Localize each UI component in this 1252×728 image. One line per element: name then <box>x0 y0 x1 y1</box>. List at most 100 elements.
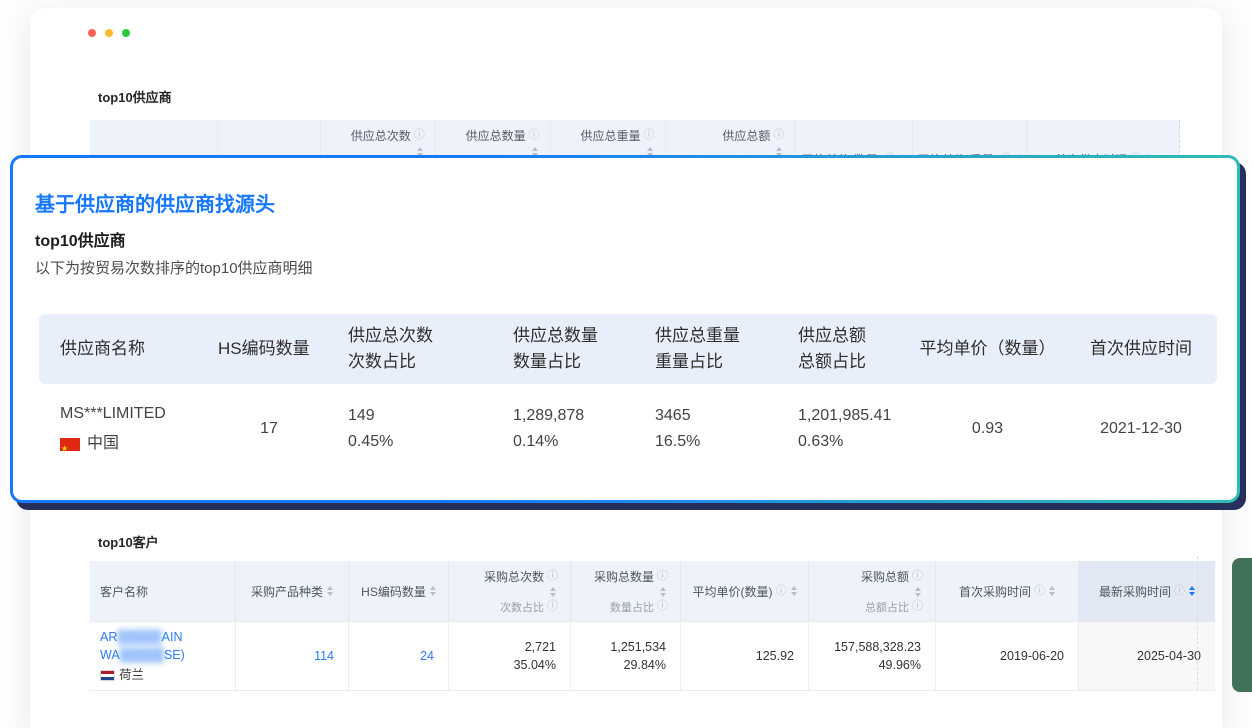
col-hs-code-count: HS编码数量 <box>218 339 310 358</box>
info-icon[interactable] <box>773 130 784 141</box>
name-text: WA <box>100 648 120 662</box>
customer-name-link[interactable]: AR█████AIN <box>100 628 183 646</box>
netherlands-flag-icon <box>100 669 115 681</box>
col-purchase-amount[interactable]: 采购总额 总额占比 <box>808 561 935 621</box>
sort-icon[interactable] <box>531 147 538 157</box>
col-first-purchase-date[interactable]: 首次采购时间 <box>935 561 1078 621</box>
product-types-link[interactable]: 114 <box>314 649 334 663</box>
percent: 35.04% <box>513 658 556 672</box>
value: 2,721 <box>524 640 556 654</box>
info-icon[interactable] <box>912 601 923 612</box>
info-icon[interactable] <box>776 586 787 597</box>
info-icon[interactable] <box>1174 586 1185 597</box>
sort-icon[interactable] <box>429 586 436 596</box>
sort-icon[interactable] <box>790 586 797 596</box>
column-sublabel: 数量占比 <box>610 601 654 614</box>
info-icon[interactable] <box>529 130 540 141</box>
column-label: HS编码数量 <box>361 584 426 599</box>
col-purchase-quantity[interactable]: 采购总数量 数量占比 <box>570 561 680 621</box>
sort-icon[interactable] <box>646 147 653 157</box>
sort-icon[interactable] <box>1049 586 1055 596</box>
column-label: 首次采购时间 <box>958 584 1031 599</box>
sort-icon[interactable] <box>776 147 783 157</box>
column-label: 供应总数量 <box>465 129 526 143</box>
cell-hs-code-count: 24 <box>348 622 448 690</box>
col-product-types[interactable]: 采购产品种类 <box>235 561 348 621</box>
cell-supply-weight: 3465 16.5% <box>655 407 701 450</box>
value: 125.92 <box>755 649 794 663</box>
info-icon[interactable] <box>657 571 668 582</box>
info-icon[interactable] <box>644 130 655 141</box>
info-icon[interactable] <box>547 571 558 582</box>
info-icon[interactable] <box>657 601 668 612</box>
col-supply-quantity: 供应总数量 数量占比 <box>513 326 598 371</box>
country-label: 荷兰 <box>119 668 145 682</box>
info-icon[interactable] <box>547 601 558 612</box>
cell-supply-amount: 1,201,985.41 0.63% <box>798 407 892 450</box>
sort-icon[interactable] <box>660 586 666 597</box>
supplier-name: MS***LIMITED <box>60 405 166 422</box>
callout-title: 基于供应商的供应商找源头 <box>35 194 275 216</box>
value: 2019-06-20 <box>1000 649 1064 663</box>
col-first-supply-date: 首次供应时间 <box>1090 339 1192 358</box>
cell-hs-code-count: 17 <box>260 420 278 437</box>
cell-product-types: 114 <box>235 622 348 690</box>
name-text: SE) <box>163 648 185 662</box>
window-controls <box>88 29 130 37</box>
cell-supplier-name: MS***LIMITED 中国 <box>39 401 203 462</box>
info-icon[interactable] <box>414 130 425 141</box>
callout-section-title: top10供应商 <box>35 233 126 250</box>
cell-avg-price-qty: 0.93 <box>971 420 1004 437</box>
col-avg-price-qty[interactable]: 平均单价(数量) <box>680 561 808 621</box>
column-label: 采购总次数 <box>483 569 544 584</box>
col-purchase-times[interactable]: 采购总次数 次数占比 <box>448 561 570 621</box>
sort-icon-active[interactable] <box>1189 586 1195 596</box>
column-label: 最新采购时间 <box>1098 584 1171 599</box>
customer-table-row: AR█████AIN WA█████SE) 荷兰 114 24 2,721 35… <box>90 621 1215 691</box>
cell-purchase-quantity: 1,251,534 29.84% <box>570 622 680 690</box>
callout-description: 以下为按贸易次数排序的top10供应商明细 <box>35 260 313 277</box>
supplier-country: 中国 <box>60 431 203 462</box>
value: 157,588,328.23 <box>834 640 921 654</box>
maximize-window-icon[interactable] <box>122 29 130 37</box>
minimize-window-icon[interactable] <box>105 29 113 37</box>
cell-supply-quantity: 1,289,878 0.14% <box>513 407 585 450</box>
masked-text: █████ <box>117 630 162 644</box>
cell-avg-price-qty: 125.92 <box>680 622 808 690</box>
callout-table-header: 供应商名称 HS编码数量 供应总次数 次数占比 供应总数量 数量占比 供应总重量 重量… <box>39 314 1217 384</box>
cell-purchase-times: 2,721 35.04% <box>448 622 570 690</box>
percent: 49.96% <box>878 658 921 672</box>
sort-icon[interactable] <box>550 586 556 597</box>
col-hs-code-count[interactable]: HS编码数量 <box>348 561 448 621</box>
col-avg-price-qty: 平均单价（数量） <box>919 339 1056 358</box>
info-icon[interactable] <box>1034 586 1045 597</box>
cell-first-supply-date: 2021-12-30 <box>1100 420 1182 437</box>
column-label: 采购产品种类 <box>250 584 323 599</box>
customer-table-header: 客户名称 采购产品种类 HS编码数量 采购总次数 次数占比 采购总数量 数量占比 <box>90 561 1215 621</box>
value: 1,251,534 <box>610 640 666 654</box>
sort-icon[interactable] <box>327 586 333 596</box>
supplier-source-callout: 基于供应商的供应商找源头 top10供应商 以下为按贸易次数排序的top10供应… <box>10 155 1240 503</box>
customer-name-link[interactable]: WA█████SE) <box>100 646 185 664</box>
cell-latest-purchase-date: 2025-04-30 <box>1078 622 1215 690</box>
floating-widget-edge[interactable] <box>1232 558 1252 692</box>
cell-customer-name[interactable]: AR█████AIN WA█████SE) 荷兰 <box>90 622 235 690</box>
info-icon[interactable] <box>912 571 923 582</box>
column-label: 客户名称 <box>100 584 149 599</box>
name-text: AR <box>100 630 118 644</box>
col-latest-purchase-date[interactable]: 最新采购时间 <box>1078 561 1215 621</box>
hs-code-count-link[interactable]: 24 <box>420 649 434 663</box>
country-label: 中国 <box>87 435 120 452</box>
value: 2025-04-30 <box>1137 649 1201 663</box>
sort-icon[interactable] <box>915 586 921 597</box>
panel-guide-line <box>1197 556 1198 690</box>
masked-text: █████ <box>119 648 164 662</box>
column-label: 平均单价(数量) <box>692 584 773 599</box>
china-flag-icon <box>60 436 80 462</box>
supplier-table-title: top10供应商 <box>98 90 172 105</box>
sort-icon[interactable] <box>416 147 423 157</box>
column-sublabel: 总额占比 <box>865 601 909 614</box>
close-window-icon[interactable] <box>88 29 96 37</box>
column-label: 供应总次数 <box>350 129 411 143</box>
